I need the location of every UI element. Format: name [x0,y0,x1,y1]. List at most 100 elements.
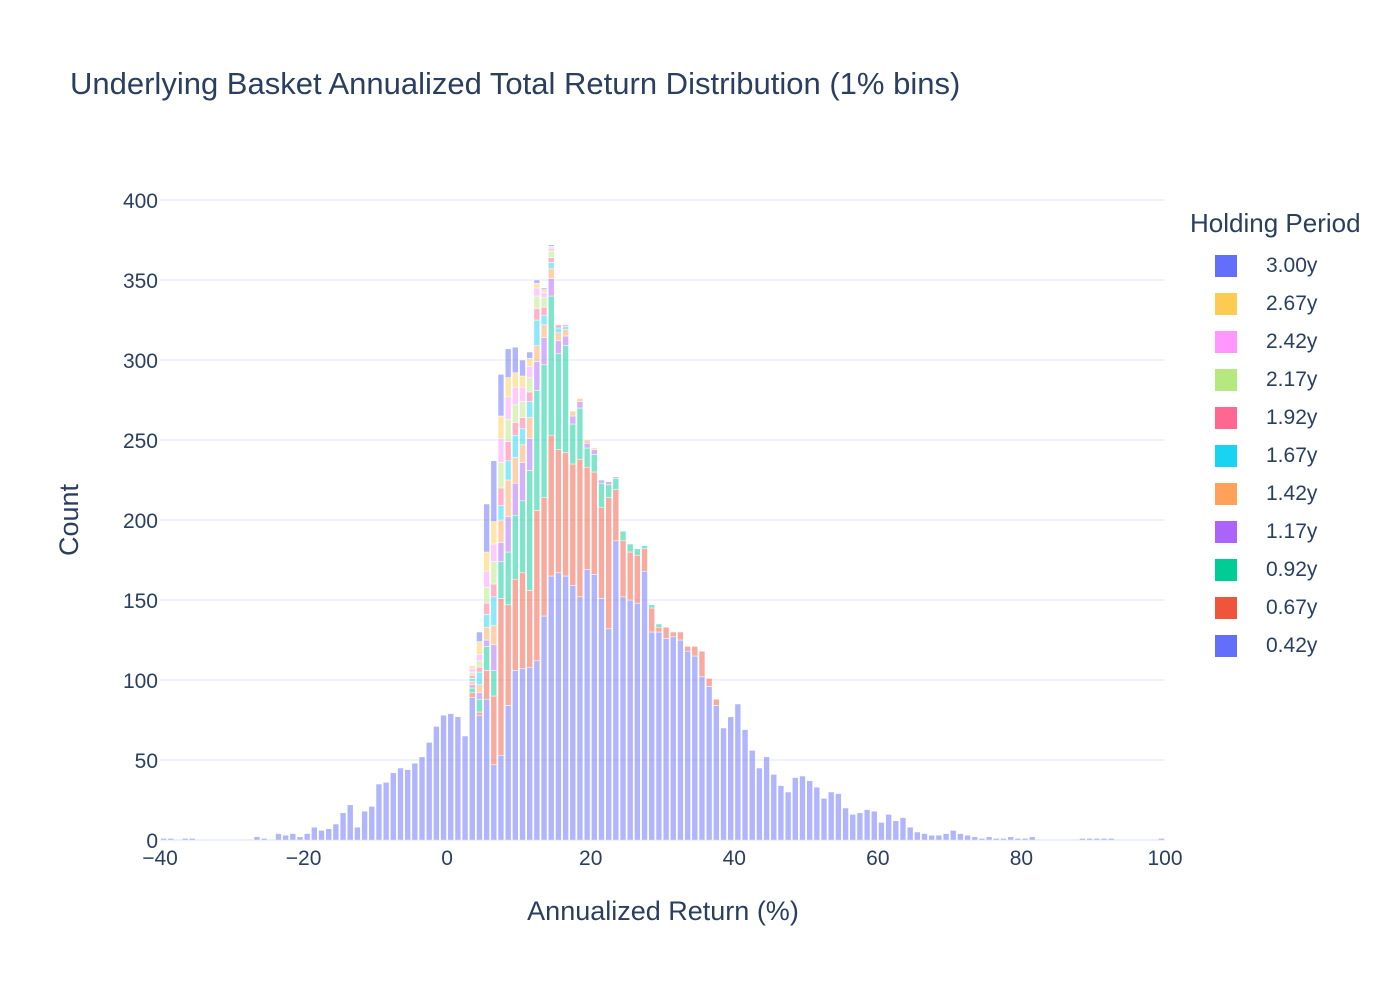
x-tick-label: −40 [142,847,178,870]
histogram-bar [655,631,663,841]
histogram-bar [490,561,497,585]
histogram-bar [504,460,512,481]
histogram-bar [555,353,562,450]
histogram-bar [275,833,282,841]
histogram-bar [555,449,562,574]
legend-item[interactable]: 1.17y [1190,513,1390,551]
histogram-bar [490,543,497,562]
legend-item[interactable]: 2.42y [1190,323,1390,361]
histogram-bar [548,278,555,297]
histogram-bar [555,324,562,329]
legend-title: Holding Period [1190,208,1361,238]
histogram-bar [469,668,476,673]
histogram-bar [698,676,706,841]
histogram-bar [734,703,742,841]
histogram-bar [591,447,598,450]
histogram-bar [476,660,483,668]
histogram-bar [526,391,533,402]
histogram-bar [519,375,526,388]
histogram-bar [526,377,533,393]
histogram-bar [526,401,533,418]
histogram-bar [483,614,490,628]
histogram-bar [483,586,490,604]
histogram-bar [569,585,576,841]
histogram-bar [469,692,476,698]
histogram-bar [741,729,749,841]
histogram-bar [770,774,777,841]
y-axis-ticks: 0 50 100 150 200 250 300 350 400 [123,190,158,853]
gridlines [160,199,1165,841]
histogram-bar [526,666,533,841]
legend-item[interactable]: 0.92y [1190,551,1390,589]
legend-item[interactable]: 3.00y [1190,247,1390,285]
legend-item[interactable]: 0.42y [1190,627,1390,665]
histogram-bar [167,838,174,841]
histogram-bar [1007,836,1014,841]
histogram-bar [497,374,505,417]
histogram-bar [476,666,483,673]
chart-title: Underlying Basket Annualized Total Retur… [70,66,961,101]
histogram-bar [504,348,512,378]
histogram-bar [720,727,727,841]
histogram-bar [526,590,533,668]
legend-item[interactable]: 0.67y [1190,589,1390,627]
histogram-bar [634,602,641,841]
x-tick-label: 60 [866,847,889,870]
legend-label: 1.92y [1266,406,1318,429]
legend-item[interactable]: 1.67y [1190,437,1390,475]
legend-swatch [1215,597,1237,619]
histogram-bar [483,551,490,572]
histogram-bar [504,604,512,706]
histogram-bar [533,308,541,321]
histogram-bar [540,297,548,308]
histogram-bar [655,626,663,633]
histogram-bar [648,631,655,841]
histogram-bar [519,386,526,402]
legend-swatch [1215,407,1237,429]
histogram-bar [375,783,383,841]
histogram-bar [540,615,548,841]
histogram-bar [512,346,519,374]
x-tick-label: 100 [1147,847,1182,870]
histogram-bar [878,822,885,841]
histogram-bar [512,457,519,484]
histogram-bar [469,665,476,670]
histogram-bars [160,244,1165,841]
histogram-bar [469,684,476,689]
legend-item[interactable]: 1.42y [1190,475,1390,513]
legend-item[interactable]: 1.92y [1190,399,1390,437]
histogram-bar [749,750,756,841]
histogram-bar [404,769,411,841]
histogram-bar [483,670,490,700]
histogram-bar [512,578,519,671]
y-tick-label: 150 [123,590,158,613]
legend-item[interactable]: 2.17y [1190,361,1390,399]
legend-item[interactable]: 2.67y [1190,285,1390,323]
histogram-bar [311,826,318,841]
histogram-bar [483,639,490,647]
histogram-bar [382,782,390,841]
histogram-bar [935,834,943,841]
histogram-bar [899,817,907,841]
histogram-bar [390,772,397,841]
legend-label: 2.67y [1266,292,1318,315]
histogram-bar [526,351,533,359]
histogram-bar [598,482,605,508]
histogram-bar [476,671,483,686]
histogram-bar [504,551,512,606]
histogram-bar [497,505,505,521]
histogram-bar [1014,838,1022,841]
histogram-bar [806,780,813,841]
histogram-bar [526,438,533,471]
histogram-bar [461,735,469,841]
histogram-bar [490,596,497,626]
histogram-bar [569,463,576,586]
histogram-bar [1107,838,1115,841]
histogram-bar [605,481,612,486]
histogram-bar [296,836,304,841]
histogram-bar [1100,838,1108,841]
histogram-bar [799,775,806,841]
histogram-bar [504,418,512,442]
histogram-bar [469,681,476,686]
histogram-bar [512,670,519,841]
